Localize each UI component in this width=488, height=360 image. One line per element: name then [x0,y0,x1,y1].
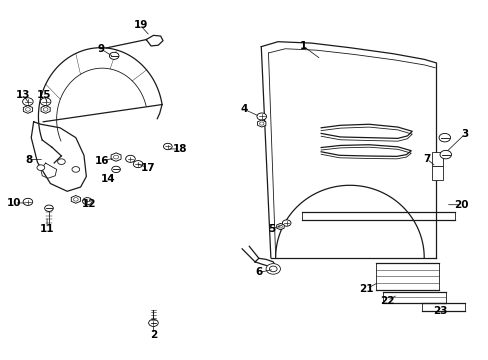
Text: 8: 8 [25,154,32,165]
Circle shape [269,266,277,272]
Polygon shape [41,105,50,113]
Circle shape [44,205,53,211]
Circle shape [259,122,264,125]
Circle shape [148,319,158,327]
Circle shape [73,198,78,201]
Text: 12: 12 [81,199,96,209]
Text: 1: 1 [299,41,306,51]
Circle shape [109,52,119,59]
Circle shape [23,198,33,206]
Text: 3: 3 [460,129,468,139]
Circle shape [278,225,282,228]
Circle shape [82,198,92,205]
Circle shape [43,108,48,111]
Polygon shape [111,153,121,161]
Circle shape [439,150,450,159]
Circle shape [25,108,30,111]
Circle shape [112,166,120,172]
Polygon shape [276,224,284,230]
Polygon shape [71,195,80,203]
Circle shape [256,113,266,120]
Text: 2: 2 [149,329,157,339]
Circle shape [41,98,51,105]
Text: 13: 13 [16,90,30,100]
FancyBboxPatch shape [431,166,442,180]
Circle shape [163,143,172,150]
Text: 15: 15 [37,90,51,100]
Text: 11: 11 [40,224,54,234]
Text: 7: 7 [422,154,429,164]
Circle shape [113,155,119,159]
Text: 9: 9 [97,44,104,54]
FancyBboxPatch shape [431,152,442,166]
Text: 10: 10 [7,198,21,208]
Circle shape [133,161,142,168]
Text: 21: 21 [359,284,373,294]
Polygon shape [23,105,32,113]
Text: 23: 23 [432,306,447,316]
Circle shape [265,264,280,274]
Text: 19: 19 [133,21,147,31]
Text: 5: 5 [268,224,275,234]
Circle shape [125,155,135,162]
Text: 20: 20 [453,200,468,210]
Circle shape [37,165,44,171]
Circle shape [438,134,449,142]
Circle shape [22,98,33,105]
Text: 14: 14 [101,174,115,184]
Polygon shape [257,120,265,127]
Text: 17: 17 [140,163,155,173]
Circle shape [282,220,290,226]
Text: 6: 6 [255,267,262,278]
Text: 4: 4 [240,104,248,114]
Circle shape [58,159,65,165]
Text: 22: 22 [379,296,394,306]
Text: 18: 18 [172,144,187,154]
Text: 16: 16 [95,156,109,166]
Circle shape [72,167,80,172]
